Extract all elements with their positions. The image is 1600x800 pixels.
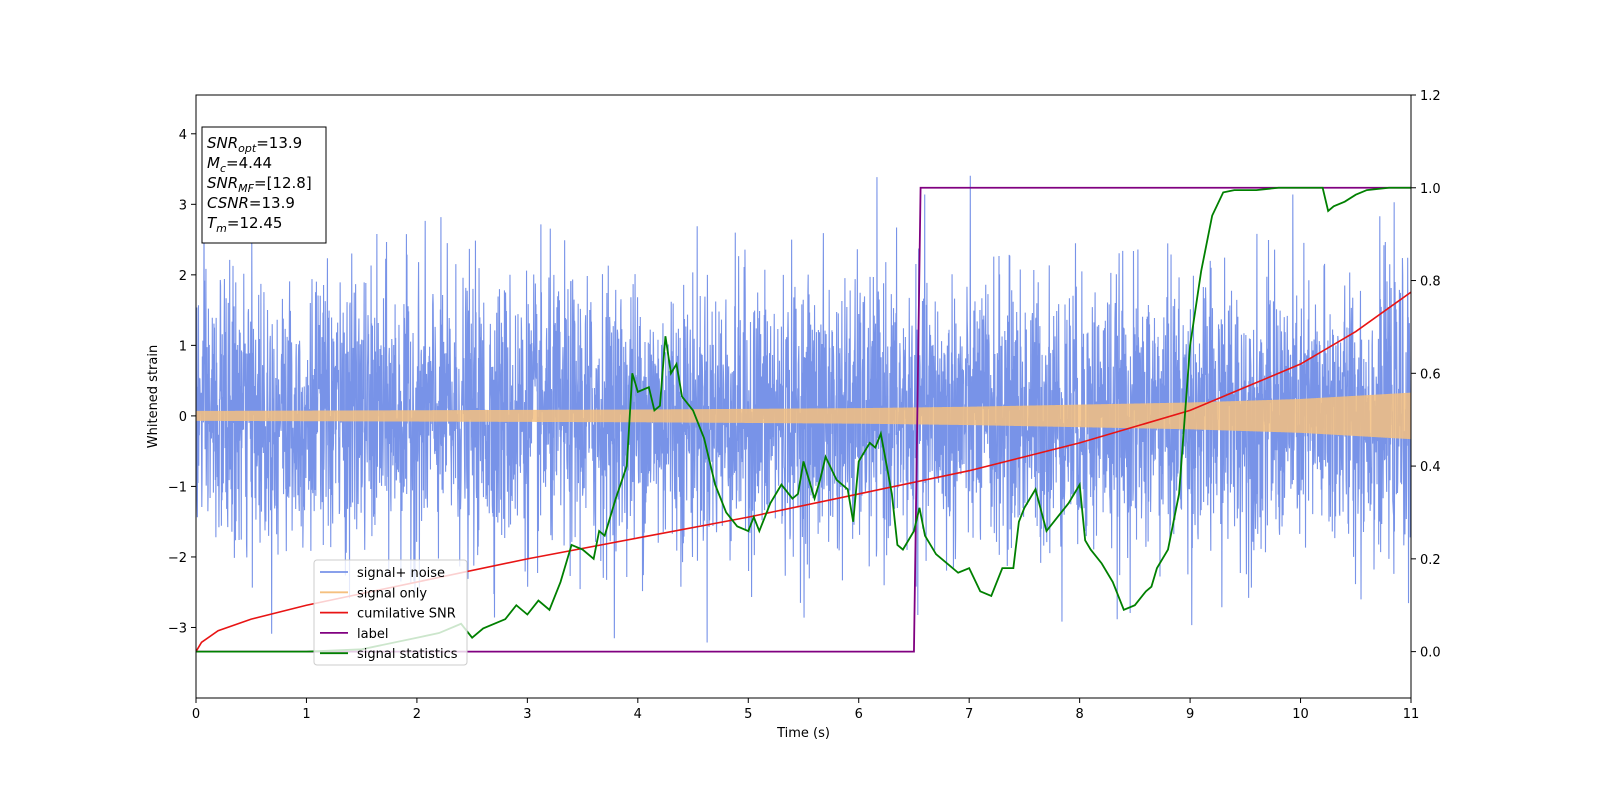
y-axis-label: Whitened strain (146, 345, 161, 448)
axes: 0 1 2 3 4 5 6 7 8 9 10 11 −3 −2 −1 0 1 2 3 4 0.0 0.2 0.4 0.6 0.8… (168, 89, 1441, 722)
y2-tick-label: 1.0 (1420, 182, 1441, 197)
y-tick-label: 4 (179, 128, 187, 143)
y2-tick-label: 0.8 (1420, 275, 1441, 290)
y-tick-label: −2 (168, 551, 187, 566)
y-tick-label: −1 (168, 480, 187, 495)
legend-label: cumilative SNR (357, 607, 456, 622)
series-signal-statistics (196, 186, 1411, 653)
legend-label: signal+ noise (357, 566, 445, 581)
legend-label: signal only (357, 586, 427, 601)
y2-tick-label: 0.0 (1420, 646, 1441, 661)
annotation-line: SNRMF=[12.8] (207, 174, 312, 195)
annotation-frame (201, 126, 327, 244)
x-tick-label: 1 (302, 707, 310, 722)
x-tick-label: 5 (744, 707, 752, 722)
plot-frame (195, 94, 1412, 699)
series-cumulative-snr (196, 291, 1411, 653)
series-label (196, 186, 1411, 653)
x-tick-label: 3 (523, 707, 531, 722)
annotation-line: CSNR=13.9 (207, 194, 295, 212)
x-axis-label: Time (s) (776, 726, 830, 741)
y2-tick-label: 0.2 (1420, 553, 1441, 568)
x-tick-label: 4 (634, 707, 642, 722)
x-tick-label: 9 (1186, 707, 1194, 722)
legend-frame (313, 559, 468, 666)
annotation-line: Tm=12.45 (207, 214, 282, 235)
x-tick-label: 8 (1075, 707, 1083, 722)
legend-label: label (357, 627, 388, 642)
annotation-line: Mc=4.44 (207, 154, 272, 175)
annotation-line: SNRopt=13.9 (207, 134, 302, 155)
x-tick-label: 10 (1292, 707, 1309, 722)
y-tick-label: 2 (179, 269, 187, 284)
y-tick-label: −3 (168, 621, 187, 636)
legend: signal+ noise signal only cumilative SNR la… (313, 559, 468, 666)
legend-label: signal statistics (357, 647, 458, 662)
series-signal-only (196, 392, 1411, 440)
plot-area (196, 175, 1411, 653)
y-tick-label: 1 (179, 339, 187, 354)
y-tick-label: 0 (179, 410, 187, 425)
y2-tick-label: 1.2 (1420, 89, 1441, 104)
x-tick-label: 2 (413, 707, 421, 722)
x-tick-label: 7 (965, 707, 973, 722)
x-tick-label: 11 (1403, 707, 1420, 722)
x-tick-label: 6 (855, 707, 863, 722)
series-signal-noise (196, 175, 1411, 643)
x-tick-label: 0 (192, 707, 200, 722)
y2-tick-label: 0.6 (1420, 367, 1441, 382)
y2-tick-label: 0.4 (1420, 460, 1441, 475)
y-tick-label: 3 (179, 198, 187, 213)
